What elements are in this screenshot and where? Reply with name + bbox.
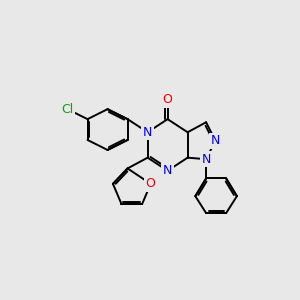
Text: N: N: [143, 126, 152, 139]
Text: O: O: [146, 177, 156, 190]
Text: Cl: Cl: [61, 103, 74, 116]
Text: N: N: [163, 164, 172, 177]
Text: N: N: [211, 134, 220, 147]
Text: O: O: [163, 93, 172, 106]
Text: N: N: [201, 153, 211, 166]
